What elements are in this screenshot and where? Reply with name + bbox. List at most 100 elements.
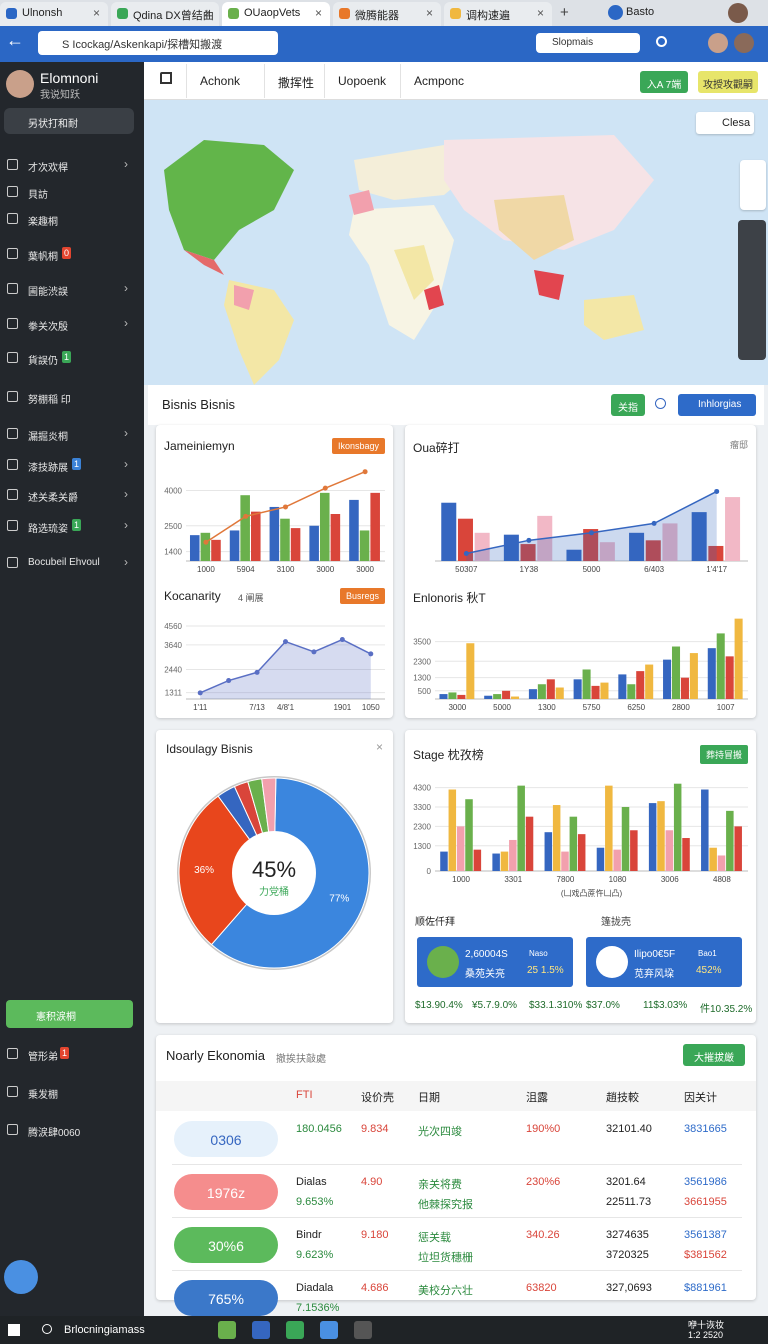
point bbox=[651, 520, 657, 526]
tab[interactable]: 调构速遍 × bbox=[444, 2, 552, 26]
nav-item[interactable]: 路选琉姿 1 › bbox=[0, 516, 144, 538]
bar bbox=[716, 633, 725, 699]
bar bbox=[528, 689, 537, 699]
clock: 1:2 2520 bbox=[688, 1330, 724, 1340]
nav-label: 葉帆桐 bbox=[28, 252, 58, 263]
nav-label: 管形弟 bbox=[28, 1052, 58, 1063]
x-tick-label: 7800 bbox=[557, 875, 575, 884]
back-button[interactable]: ← bbox=[6, 30, 24, 50]
profile-sub: 我说知跃 bbox=[40, 90, 80, 101]
cell: 亲关将费 bbox=[418, 1179, 462, 1191]
stat-tile[interactable]: 2,60004S 桑苑关亮 Naso 25 1.5% bbox=[417, 937, 573, 987]
bar bbox=[448, 789, 457, 871]
pill[interactable]: 765% bbox=[174, 1280, 278, 1316]
tab[interactable]: 微腾能器 × bbox=[333, 2, 441, 26]
nav-icon bbox=[7, 318, 18, 329]
x-tick-label: 5000 bbox=[583, 565, 601, 574]
stat-value: 件10.35.2% bbox=[700, 1004, 753, 1015]
y-tick-label: 1300 bbox=[413, 674, 431, 683]
cell-sub: 3720325 bbox=[606, 1249, 649, 1261]
nav-item[interactable]: 腾涙肆0060 bbox=[0, 1120, 144, 1142]
section-button[interactable]: Inhlorgias bbox=[678, 394, 756, 416]
bar bbox=[370, 492, 380, 561]
chart-title: Jameiniemyn bbox=[164, 439, 235, 453]
address-box[interactable]: S Icockag/Askenkapi/探槽知搬渡 bbox=[38, 31, 278, 55]
header-row bbox=[156, 1081, 756, 1111]
separator bbox=[400, 64, 401, 98]
table-button[interactable]: 大摧拔厳 bbox=[683, 1044, 745, 1066]
cell: 340.26 bbox=[526, 1229, 560, 1241]
bar bbox=[511, 696, 520, 699]
start-icon bbox=[8, 1324, 20, 1336]
pie-hole bbox=[232, 831, 316, 915]
nav-item[interactable]: 圃能渋誤 › bbox=[0, 279, 144, 301]
pill[interactable]: 0306 bbox=[174, 1121, 278, 1157]
nav-item[interactable]: 拳关次殷 › bbox=[0, 314, 144, 336]
cell: 3274635 bbox=[606, 1229, 649, 1241]
nav-tab[interactable]: Acmponc bbox=[414, 74, 465, 88]
nav-item[interactable]: 乗发棚 bbox=[0, 1082, 144, 1104]
chart-button[interactable]: 葬持冒搬 bbox=[699, 745, 748, 764]
map-tools bbox=[738, 220, 766, 360]
taskbar-app[interactable] bbox=[286, 1321, 304, 1339]
tile-pct: 25 1.5% bbox=[527, 965, 564, 976]
nav-tab[interactable]: Uopoenk bbox=[338, 74, 387, 88]
bar bbox=[636, 671, 645, 699]
fab[interactable] bbox=[4, 1260, 38, 1294]
taskbar-app[interactable] bbox=[354, 1321, 372, 1339]
nav-item[interactable]: 述关柔关爵 › bbox=[0, 485, 144, 507]
nav-item[interactable]: 楽趣桐 bbox=[0, 209, 144, 231]
x-tick-label: 50307 bbox=[455, 565, 478, 574]
nav-button[interactable]: 攻授攻觀嗣 bbox=[698, 71, 758, 93]
badge: 0 bbox=[62, 247, 72, 259]
badge: 1 bbox=[72, 458, 82, 470]
taskbar-app[interactable] bbox=[320, 1321, 338, 1339]
close-icon: × bbox=[375, 740, 383, 754]
taskbar-app[interactable] bbox=[252, 1321, 270, 1339]
card: Noarly Ekonomia 撤挨扶敲處 大摧拔厳 FTI 设价壳 日期 沮露 趙技較 因关计… bbox=[156, 1035, 756, 1316]
nav-item[interactable]: 漆技跡展 1 › bbox=[0, 455, 144, 477]
badge: 1 bbox=[60, 1047, 70, 1059]
table-subtitle: 撤挨扶敲處 bbox=[276, 1054, 326, 1065]
taskbar-app[interactable] bbox=[218, 1321, 236, 1339]
nav-item[interactable]: 葉帆桐 0 bbox=[0, 244, 144, 266]
pill[interactable]: 1976z bbox=[174, 1174, 278, 1210]
bar bbox=[665, 830, 674, 871]
nav-item[interactable]: 努棚稲 印 bbox=[0, 387, 144, 409]
tab[interactable]: Ulnonsh × bbox=[0, 2, 108, 26]
sidebar-search[interactable]: 另状打和耐 bbox=[4, 108, 134, 134]
nav-item[interactable]: 貨誤仍 1 bbox=[0, 348, 144, 370]
chart-button[interactable]: Ikonsbagy bbox=[331, 438, 385, 454]
pill[interactable]: 30%6 bbox=[174, 1227, 278, 1263]
chart-button[interactable]: Busregs bbox=[339, 588, 385, 604]
stat-value: $37.0% bbox=[586, 1000, 620, 1011]
nav-item[interactable]: 才次欢桿 › bbox=[0, 155, 144, 177]
tab[interactable]: Qdina DX曾结曲 × bbox=[111, 2, 219, 26]
nav-item[interactable]: Bocubeil Ehvoul › bbox=[0, 553, 144, 575]
point bbox=[714, 488, 720, 494]
section-title: Bisnis Bisnis bbox=[162, 397, 235, 412]
tile-sub: 苋弃风垜 bbox=[634, 969, 674, 980]
search-box[interactable]: Slopmais bbox=[536, 33, 640, 53]
nav-item[interactable]: 管形弟 1 bbox=[0, 1044, 144, 1066]
nav-tab[interactable]: Achonk bbox=[200, 74, 241, 88]
x-tick-label: 1050 bbox=[362, 703, 380, 712]
section-button[interactable]: 关指 bbox=[611, 394, 645, 416]
nav-item[interactable]: 貝訪 bbox=[0, 182, 144, 204]
cell: 230%6 bbox=[526, 1176, 561, 1188]
cell-sub: 他棘探究报 bbox=[418, 1199, 473, 1211]
stat-tile[interactable]: Ilipo0€5F 苋弃风垜 Bao1 452% bbox=[586, 937, 742, 987]
nav-icon bbox=[7, 459, 18, 470]
tab[interactable]: OUaopVets × bbox=[222, 2, 330, 26]
action-button[interactable]: 憲积涙桐 bbox=[6, 1000, 133, 1028]
nav-tab[interactable]: 撒挥性 bbox=[278, 76, 315, 90]
separator bbox=[324, 64, 325, 98]
bar bbox=[465, 799, 473, 871]
action-label: 憲积涙桐 bbox=[36, 1012, 76, 1023]
nav-item[interactable]: 漏掘炎桐 › bbox=[0, 424, 144, 446]
point bbox=[362, 469, 368, 475]
nav-icon bbox=[7, 1086, 18, 1097]
nav-button[interactable]: 入A 7端 bbox=[640, 71, 688, 93]
map-button[interactable]: Clesa bbox=[696, 112, 754, 134]
chart-button[interactable]: 瘤邸 bbox=[729, 440, 748, 450]
